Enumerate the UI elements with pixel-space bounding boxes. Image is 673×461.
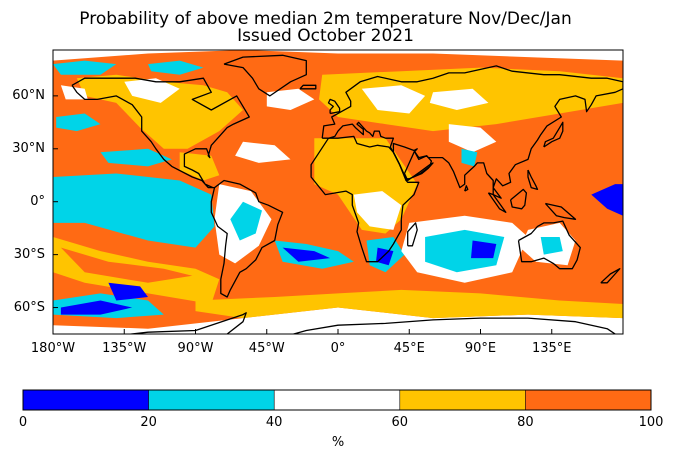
region-north-pacific-cyan <box>56 113 101 132</box>
coastline-madagascar <box>407 222 418 247</box>
lon-tick-label: 45°W <box>248 341 285 356</box>
region-south-america-cyan <box>230 201 262 241</box>
lat-tick-label: 30°S <box>13 246 45 262</box>
coastline-greenland <box>223 54 307 97</box>
lat-tick-label: 0° <box>30 193 45 209</box>
coastline-philippines <box>527 169 539 191</box>
lon-tick-label: 135°E <box>531 341 572 356</box>
colorbar-unit-label: % <box>331 435 345 450</box>
chart-subtitle: Issued October 2021 <box>237 26 414 46</box>
region-australia-cyan <box>540 237 563 255</box>
region-south-indian-blue <box>471 240 497 259</box>
region-enso-cyan-rim <box>53 173 215 248</box>
lon-tick-label: 90°W <box>177 341 214 356</box>
coastline-japan <box>543 121 564 148</box>
region-canada-white <box>124 78 180 103</box>
region-africa-white <box>353 191 402 230</box>
colorbar-tick-label: 100 <box>638 415 664 430</box>
colorbar-segment-0-20 <box>23 390 149 410</box>
region-north-america-yellow <box>76 74 243 149</box>
colorbar-tick-label: 60 <box>391 415 409 430</box>
region-arctic-cyan-mid <box>148 60 204 75</box>
region-central-america-yellow <box>179 152 220 181</box>
colorbar-frame <box>22 389 652 411</box>
coastline-new-zealand <box>600 268 621 284</box>
region-south-asia-cyan <box>461 148 478 167</box>
chart-title: Probability of above median 2m temperatu… <box>79 9 572 29</box>
coastline-africa <box>310 135 420 263</box>
region-arctic-white <box>53 50 623 61</box>
region-central-asia-white <box>448 124 497 153</box>
coastline-new-guinea <box>544 202 577 220</box>
coastline-arabia <box>392 142 433 180</box>
region-siberia-white <box>429 88 489 110</box>
region-subtropical-atlantic-white <box>235 141 291 163</box>
region-south-pacific-blue-patch <box>108 282 148 301</box>
lat-tick-label: 60°S <box>13 299 45 315</box>
coastline-south-america <box>210 179 284 298</box>
region-southern-ocean-white <box>53 307 623 334</box>
colorbar-tick-label: 80 <box>517 415 534 430</box>
region-south-atlantic-blue <box>282 247 331 262</box>
coastline-sumatra <box>487 192 507 213</box>
coastline-iceland <box>299 84 317 90</box>
coastline-australia <box>517 220 581 270</box>
lon-tick-label: 90°E <box>464 341 497 356</box>
lat-tick-label: 60°N <box>12 87 45 103</box>
region-south-pacific-orange <box>60 247 193 283</box>
region-north-atlantic-white <box>266 88 315 110</box>
region-south-pacific-blue-band <box>60 300 133 315</box>
region-southern-ocean-yellow <box>195 289 623 319</box>
colorbar-segment-60-80 <box>399 390 526 410</box>
region-europe-white <box>361 85 426 114</box>
coastline-antarctica <box>126 312 617 334</box>
coastline-north-america <box>71 77 250 189</box>
coastline-sri-lanka <box>464 185 469 192</box>
coastline-indonesia-borneo <box>509 188 528 210</box>
colorbar-tick-label: 0 <box>18 415 28 430</box>
region-west-pacific-blue <box>591 184 623 216</box>
lon-tick-label: 0° <box>330 341 346 356</box>
coastline-uk <box>327 98 341 115</box>
lon-tick-label: 135°W <box>102 341 147 356</box>
colorbar-tick-label: 20 <box>140 415 157 430</box>
colorbar-segment-40-60 <box>274 390 400 410</box>
region-south-africa-blue <box>376 247 394 266</box>
lon-tick-label: 45°E <box>393 341 425 356</box>
lon-tick-label: 180°W <box>30 341 76 356</box>
colorbar-tick-label: 40 <box>265 415 283 430</box>
lat-tick-label: 30°N <box>12 140 45 156</box>
colorbar-segment-80-100 <box>525 390 651 410</box>
colorbar-segment-20-40 <box>148 390 275 410</box>
coastline-eurasia <box>321 65 623 199</box>
region-east-pacific-cyan <box>100 148 172 167</box>
region-south-indian-cyan <box>425 229 505 273</box>
region-arctic-cyan-west <box>53 60 117 75</box>
